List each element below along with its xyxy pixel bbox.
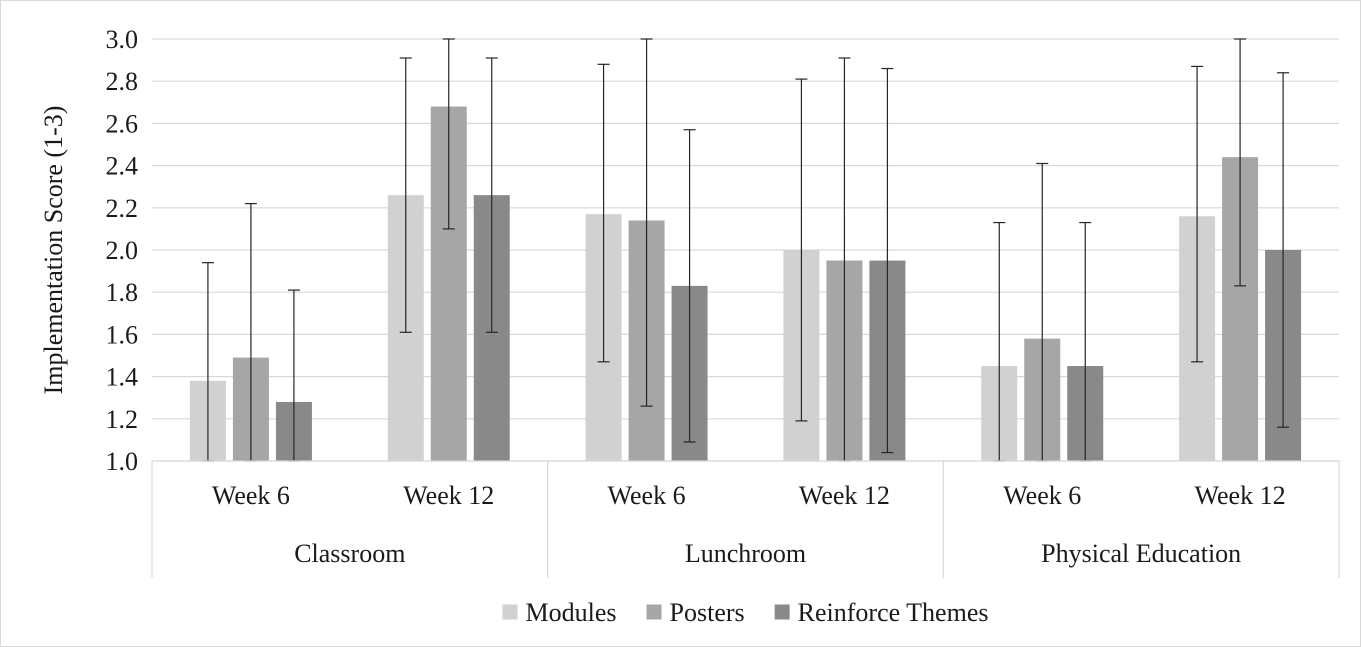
error-bar [442, 38, 455, 230]
legend-swatch [646, 604, 662, 620]
error-bar [597, 63, 610, 363]
y-tick-label: 2.6 [106, 109, 139, 138]
y-tick-label: 2.4 [106, 152, 139, 181]
x-tick-label: Week 12 [1195, 481, 1286, 510]
y-tick-label: 2.0 [106, 236, 139, 265]
group-label: Lunchroom [685, 539, 806, 568]
legend: Modules Posters Reinforce Themes [502, 598, 989, 627]
error-bar [1277, 72, 1290, 428]
y-tick-label: 2.2 [106, 194, 139, 223]
legend-item-modules: Modules [502, 598, 617, 627]
x-tick-label: Week 6 [212, 481, 290, 510]
legend-swatch [774, 604, 790, 620]
y-tick-label: 2.8 [106, 67, 139, 96]
legend-label: Posters [670, 598, 745, 627]
error-bars [201, 38, 1290, 462]
legend-swatch [502, 604, 518, 620]
error-bar [399, 57, 412, 333]
y-axis-ticks: 1.0 1.2 1.4 1.6 1.8 2.0 2.2 2.4 2.6 2.8 3.0 [106, 25, 139, 476]
x-tick-label: Week 12 [403, 481, 494, 510]
y-tick-label: 3.0 [106, 25, 139, 54]
error-bar [1234, 38, 1247, 287]
y-tick-label: 1.6 [106, 320, 139, 349]
y-tick-label: 1.0 [106, 447, 139, 476]
error-bar [640, 38, 653, 407]
error-bar [683, 129, 696, 443]
y-tick-label: 1.2 [106, 405, 139, 434]
error-bar [1191, 65, 1204, 363]
x-tick-label: Week 6 [1003, 481, 1081, 510]
y-tick-label: 1.4 [106, 363, 139, 392]
legend-label: Reinforce Themes [798, 598, 989, 627]
legend-label: Modules [526, 598, 617, 627]
error-bar [485, 57, 498, 333]
legend-item-posters: Posters [646, 598, 745, 627]
x-tick-label: Week 6 [608, 481, 686, 510]
group-label: Physical Education [1041, 539, 1241, 568]
error-bar [795, 78, 808, 422]
x-tick-label: Week 12 [799, 481, 890, 510]
y-axis-label: Implementation Score (1-3) [39, 106, 68, 395]
y-tick-label: 1.8 [106, 278, 139, 307]
error-bar [881, 67, 894, 454]
legend-item-reinforce-themes: Reinforce Themes [774, 598, 989, 627]
group-label: Classroom [294, 539, 405, 568]
